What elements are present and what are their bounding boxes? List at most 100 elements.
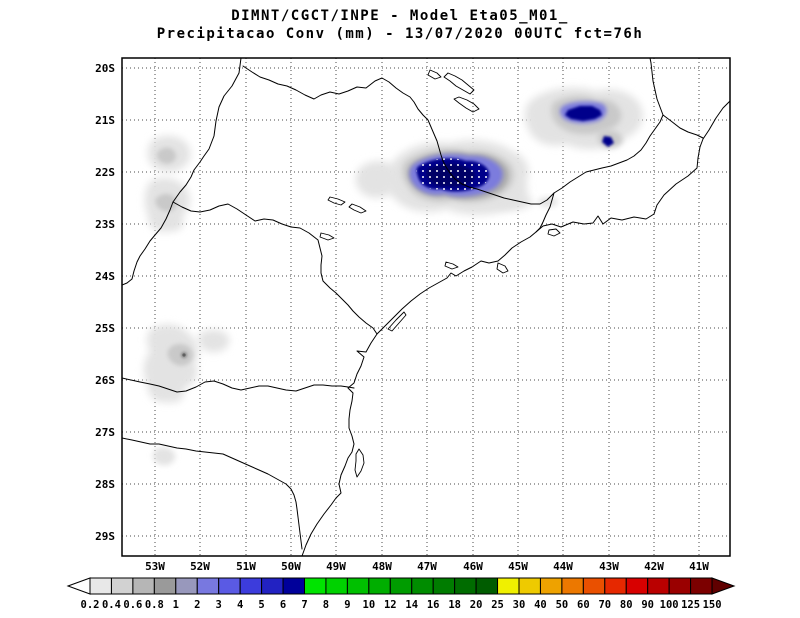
border-sc-rs <box>122 438 302 549</box>
colorbar-value: 125 <box>681 599 700 611</box>
lat-label: 26S <box>95 374 115 387</box>
lat-label: 27S <box>95 426 115 439</box>
colorbar-segment <box>262 578 283 594</box>
colorbar-segment <box>626 578 647 594</box>
lake-small-north <box>428 70 441 79</box>
lake-jurumirim <box>320 233 334 240</box>
lon-label: 47W <box>417 560 437 573</box>
lat-label: 21S <box>95 114 115 127</box>
colorbar-left-arrow <box>68 578 90 594</box>
colorbar-value: 60 <box>577 599 590 611</box>
lon-label: 48W <box>372 560 392 573</box>
precip-main-gridpoint-dots <box>417 158 490 191</box>
precip-sw-core-dark <box>182 353 185 356</box>
colorbar-value: 16 <box>427 599 440 611</box>
colorbar-segment <box>669 578 690 594</box>
colorbar-segment <box>433 578 454 594</box>
colorbar-segment <box>369 578 390 594</box>
colorbar-value: 0.8 <box>145 599 164 611</box>
colorbar-segment <box>154 578 175 594</box>
colorbar-value: 7 <box>301 599 307 611</box>
lon-label: 49W <box>326 560 346 573</box>
colorbar-value: 1 <box>173 599 179 611</box>
colorbar-segment <box>562 578 583 594</box>
border-parana-river <box>122 58 241 285</box>
colorbar-value: 0.6 <box>123 599 142 611</box>
lon-label: 45W <box>508 560 528 573</box>
colorbar-value: 18 <box>448 599 461 611</box>
colorbar-segment <box>305 578 326 594</box>
lake-billings <box>445 262 458 269</box>
lake-furnas-1 <box>444 73 474 94</box>
lon-label: 53W <box>145 560 165 573</box>
colorbar-segment <box>347 578 368 594</box>
map-title-line2: Precipitacao Conv (mm) - 13/07/2020 00UT… <box>157 26 644 42</box>
colorbar-value: 8 <box>323 599 329 611</box>
lat-label: 25S <box>95 322 115 335</box>
colorbar-value: 12 <box>384 599 397 611</box>
colorbar-value: 9 <box>344 599 350 611</box>
lat-label: 28S <box>95 478 115 491</box>
colorbar-value: 2 <box>194 599 200 611</box>
colorbar-segment <box>240 578 261 594</box>
lon-label: 51W <box>236 560 256 573</box>
colorbar-segment <box>583 578 604 594</box>
colorbar-value: 25 <box>491 599 504 611</box>
lake-tiete-1 <box>328 197 345 205</box>
colorbar-value: 20 <box>470 599 483 611</box>
lon-label: 44W <box>553 560 573 573</box>
precip-far-south-small <box>153 447 176 465</box>
colorbar-segment <box>111 578 132 594</box>
colorbar-value: 14 <box>405 599 418 611</box>
lat-label: 24S <box>95 270 115 283</box>
colorbar-segment <box>455 578 476 594</box>
lon-label: 41W <box>689 560 709 573</box>
colorbar-value: 0.4 <box>102 599 121 611</box>
lake-furnas-2 <box>454 97 479 112</box>
island-ilhabela <box>497 263 508 273</box>
lon-label: 46W <box>463 560 483 573</box>
colorbar-segment <box>390 578 411 594</box>
coastline-borders <box>122 58 730 556</box>
lon-label: 50W <box>281 560 301 573</box>
map-frame <box>122 58 730 556</box>
colorbar-value: 40 <box>534 599 547 611</box>
lat-label: 22S <box>95 166 115 179</box>
colorbar-value: 30 <box>513 599 526 611</box>
map-canvas: DIMNT/CGCT/INPE - Model Eta05_M01_ Preci… <box>0 0 800 618</box>
colorbar-segment <box>176 578 197 594</box>
colorbar-segment <box>283 578 304 594</box>
colorbar-segment <box>691 578 712 594</box>
lon-label: 52W <box>190 560 210 573</box>
colorbar-segment <box>648 578 669 594</box>
colorbar-segment <box>90 578 111 594</box>
colorbar-segment <box>197 578 218 594</box>
colorbar-value: 70 <box>598 599 611 611</box>
lon-label: 42W <box>644 560 664 573</box>
colorbar-value: 100 <box>660 599 679 611</box>
colorbar-segment <box>326 578 347 594</box>
colorbar-segment <box>476 578 497 594</box>
colorbar-value: 50 <box>556 599 569 611</box>
lon-label: 43W <box>599 560 619 573</box>
lat-label: 29S <box>95 530 115 543</box>
island-ilha-grande <box>548 229 560 236</box>
lake-tiete-2 <box>349 204 366 213</box>
precip-sw-spur <box>199 330 230 352</box>
lat-label: 23S <box>95 218 115 231</box>
colorbar-segment <box>133 578 154 594</box>
border-mg-es <box>650 58 663 115</box>
colorbar-value: 150 <box>703 599 722 611</box>
colorbar-right-arrow <box>712 578 734 594</box>
colorbar-segment <box>219 578 240 594</box>
colorbar-segment <box>412 578 433 594</box>
colorbar-value: 6 <box>280 599 286 611</box>
colorbar-value: 4 <box>237 599 243 611</box>
map-title-line1: DIMNT/CGCT/INPE - Model Eta05_M01_ <box>231 8 569 24</box>
colorbar-segment <box>540 578 561 594</box>
grid-lines <box>122 58 730 556</box>
colorbar-value: 80 <box>620 599 633 611</box>
colorbar-segment <box>605 578 626 594</box>
colorbar-segment <box>519 578 540 594</box>
colorbar-value: 90 <box>641 599 654 611</box>
